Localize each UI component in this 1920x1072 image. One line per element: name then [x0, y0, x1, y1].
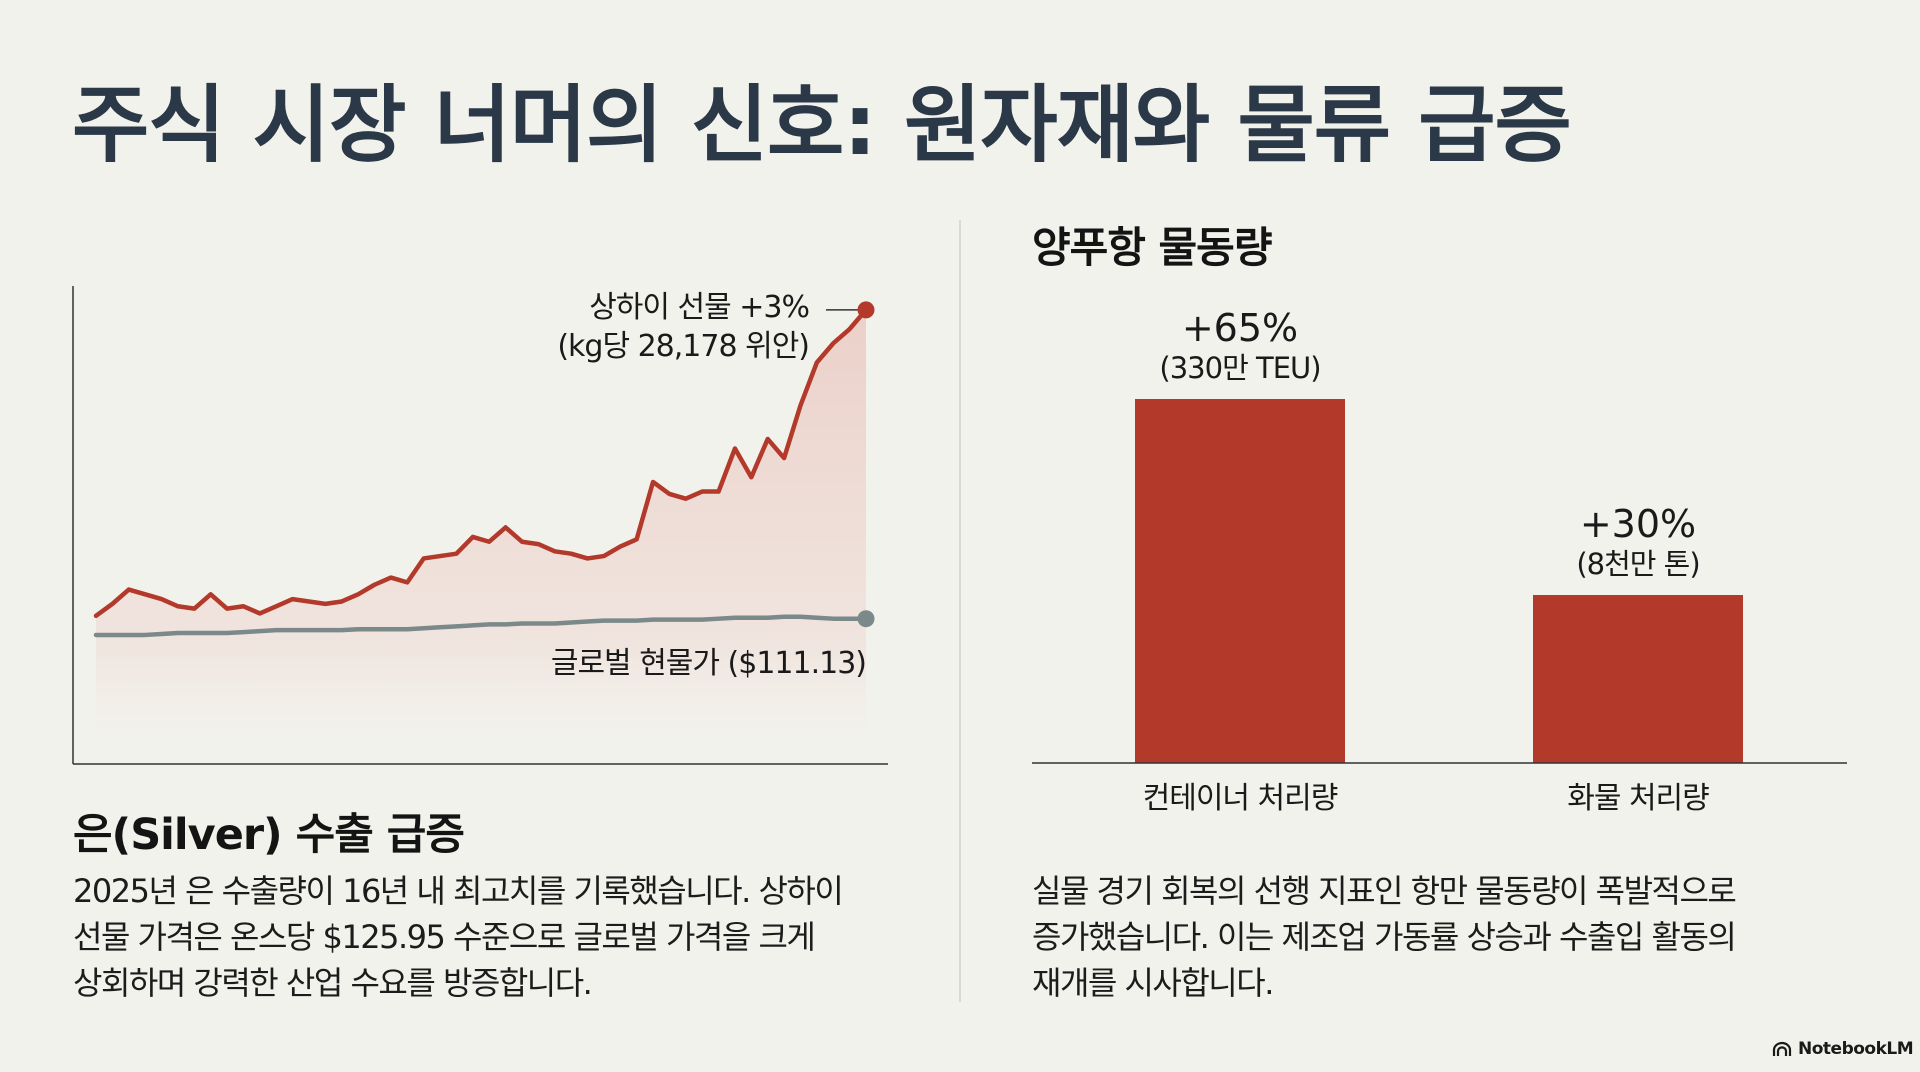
shanghai-futures-area — [96, 309, 866, 756]
global-spot-endpoint — [857, 610, 875, 628]
bar-category-label: 컨테이너 처리량 — [1143, 781, 1338, 816]
bar-cargo — [1533, 595, 1743, 763]
silver-description-line: 2025년 은 수출량이 16년 내 최고치를 기록했습니다. 상하이 — [73, 872, 844, 910]
silver-description: 2025년 은 수출량이 16년 내 최고치를 기록했습니다. 상하이 선물 가… — [73, 868, 893, 1006]
shanghai-futures-label: 상하이 선물 +3% — [589, 290, 809, 325]
silver-line-chart: 상하이 선물 +3% (kg당 28,178 위안) 글로벌 현물가 ($111… — [72, 286, 888, 765]
bar-value-label: +65% — [1182, 306, 1298, 350]
port-bar-chart: +65% (330만 TEU) +30% (8천만 톤) 컨테이너 처리량 화물… — [1032, 306, 1847, 816]
port-description-line: 실물 경기 회복의 선행 지표인 항만 물동량이 폭발적으로 — [1032, 872, 1737, 910]
global-spot-line — [93, 614, 869, 638]
port-description-line: 재개를 시사합니다. — [1032, 964, 1274, 1002]
notebooklm-logo-icon — [1772, 1041, 1792, 1056]
bar-category-label: 화물 처리량 — [1567, 781, 1709, 816]
page-title: 주식 시장 너머의 신호: 원자재와 물류 급증 — [72, 76, 1572, 174]
port-description-line: 증가했습니다. 이는 제조업 가동률 상승과 수출입 활동의 — [1032, 918, 1737, 956]
bar-sub-label: (8천만 톤) — [1576, 547, 1699, 581]
silver-section-heading: 은(Silver) 수출 급증 — [73, 810, 465, 860]
port-description: 실물 경기 회복의 선행 지표인 항만 물동량이 폭발적으로 증가했습니다. 이… — [1032, 868, 1852, 1006]
bar-container — [1135, 399, 1345, 763]
shanghai-futures-sublabel: (kg당 28,178 위안) — [557, 329, 809, 364]
bar-value-label: +30% — [1580, 502, 1696, 546]
bar-sub-label: (330만 TEU) — [1159, 351, 1320, 385]
silver-description-line: 선물 가격은 온스당 $125.95 수준으로 글로벌 가격을 크게 — [73, 918, 816, 956]
global-spot-label: 글로벌 현물가 ($111.13) — [551, 646, 866, 681]
notebooklm-logo: NotebookLM — [1772, 1039, 1914, 1059]
shanghai-futures-endpoint — [857, 301, 875, 319]
port-section-heading: 양푸항 물동량 — [1032, 223, 1272, 272]
column-divider — [959, 220, 961, 1002]
logo-text: NotebookLM — [1798, 1039, 1914, 1059]
shanghai-futures-line — [93, 307, 869, 619]
silver-description-line: 상회하며 강력한 산업 수요를 방증합니다. — [73, 964, 593, 1002]
